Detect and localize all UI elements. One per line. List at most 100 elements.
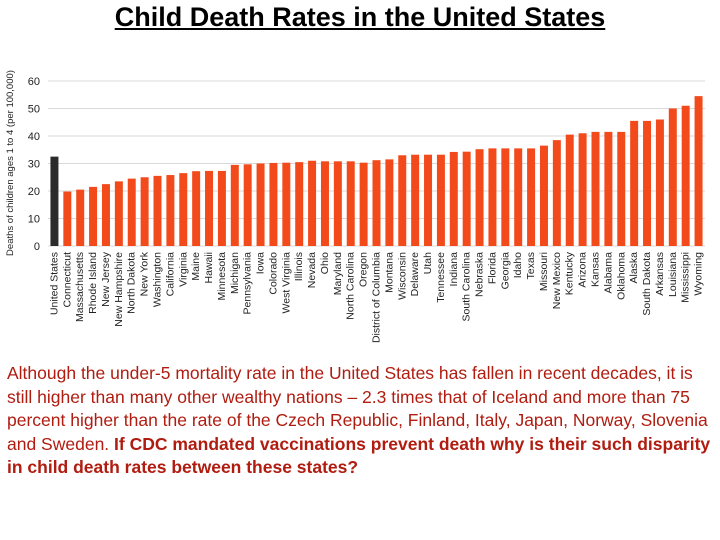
x-tick-label: South Dakota bbox=[641, 252, 653, 316]
bar bbox=[256, 163, 265, 246]
y-tick-label: 40 bbox=[28, 131, 40, 143]
y-tick-label: 10 bbox=[28, 214, 40, 226]
x-tick-label: Minnesota bbox=[216, 252, 228, 301]
x-tick-label: New York bbox=[139, 251, 151, 296]
bar bbox=[411, 154, 420, 246]
bar bbox=[604, 131, 613, 246]
bar bbox=[153, 175, 162, 246]
caption-text: Although the under-5 mortality rate in t… bbox=[7, 363, 708, 454]
x-tick-label: District of Columbia bbox=[371, 252, 383, 343]
bar bbox=[140, 177, 149, 246]
x-tick-label: Pennsylvania bbox=[242, 252, 254, 315]
bar bbox=[643, 120, 652, 246]
bar bbox=[617, 131, 626, 246]
x-tick-label: Maine bbox=[190, 252, 202, 281]
x-tick-label: Oklahoma bbox=[615, 252, 627, 300]
bar bbox=[398, 155, 407, 246]
bar bbox=[63, 191, 72, 246]
bar bbox=[295, 162, 304, 246]
y-tick-label: 50 bbox=[28, 104, 40, 116]
x-tick-label: Arkansas bbox=[654, 252, 666, 296]
x-tick-label: Indiana bbox=[448, 252, 460, 287]
bar bbox=[230, 164, 239, 246]
bar bbox=[655, 119, 664, 246]
x-tick-label: Idaho bbox=[512, 252, 524, 278]
bar bbox=[462, 151, 471, 246]
x-tick-label: Wyoming bbox=[693, 252, 705, 296]
bar bbox=[269, 162, 278, 246]
x-tick-label: Arizona bbox=[577, 252, 589, 288]
x-tick-label: Massachusetts bbox=[74, 252, 86, 322]
bars bbox=[50, 96, 703, 246]
bar bbox=[668, 108, 677, 246]
x-tick-label: Connecticut bbox=[61, 252, 73, 308]
bar bbox=[127, 178, 136, 246]
x-tick-label: Alaska bbox=[628, 252, 640, 284]
bar bbox=[166, 175, 175, 246]
x-tick-label: Hawaii bbox=[203, 252, 215, 284]
bar bbox=[385, 159, 394, 246]
bar bbox=[681, 105, 690, 246]
x-tick-label: South Carolina bbox=[461, 252, 473, 322]
bar bbox=[552, 140, 561, 246]
bar bbox=[424, 154, 433, 246]
y-tick-label: 0 bbox=[34, 241, 40, 253]
x-tick-label: Louisiana bbox=[667, 252, 679, 297]
bar bbox=[282, 162, 291, 246]
x-tick-label: Maryland bbox=[332, 252, 344, 295]
x-tick-label: Alabama bbox=[602, 252, 614, 294]
bar bbox=[527, 148, 536, 246]
y-tick-label: 20 bbox=[28, 186, 40, 198]
bar bbox=[514, 148, 523, 246]
bar bbox=[333, 161, 342, 246]
bar bbox=[630, 120, 639, 246]
x-tick-label: Oregon bbox=[358, 252, 370, 287]
bar bbox=[488, 148, 497, 246]
bar bbox=[320, 161, 329, 246]
x-tick-label: Texas bbox=[525, 252, 537, 279]
y-axis-label: Deaths of children ages 1 to 4 (per 100,… bbox=[5, 70, 16, 256]
caption-question: If CDC mandated vaccinations prevent dea… bbox=[7, 433, 711, 478]
bar bbox=[372, 160, 381, 246]
bar bbox=[359, 162, 368, 246]
bar bbox=[591, 131, 600, 246]
bar bbox=[217, 170, 226, 246]
bar bbox=[449, 151, 458, 246]
x-tick-label: Nebraska bbox=[474, 252, 486, 297]
x-tick-label: Colorado bbox=[267, 252, 279, 295]
bar bbox=[101, 184, 110, 246]
y-axis-ticks: 0 10 20 30 40 50 60 bbox=[28, 76, 40, 253]
x-tick-label: Kansas bbox=[590, 252, 602, 287]
bar bbox=[539, 145, 548, 246]
x-tick-label: West Virginia bbox=[280, 252, 292, 314]
x-tick-label: Missouri bbox=[538, 252, 550, 291]
x-tick-label: United States bbox=[48, 252, 60, 315]
x-tick-label: North Carolina bbox=[345, 252, 357, 320]
bar bbox=[114, 181, 123, 246]
x-tick-label: Michigan bbox=[229, 252, 241, 294]
bar bbox=[50, 156, 59, 246]
bar bbox=[565, 134, 574, 246]
bar bbox=[89, 186, 98, 246]
x-tick-label: Washington bbox=[152, 252, 164, 307]
x-tick-label: Utah bbox=[422, 252, 434, 274]
x-tick-label: Georgia bbox=[499, 252, 511, 290]
x-tick-label: New Jersey bbox=[100, 251, 112, 307]
bar bbox=[179, 173, 188, 246]
x-tick-label: Kentucky bbox=[564, 251, 576, 295]
x-tick-label: Ohio bbox=[319, 252, 331, 274]
bar bbox=[205, 170, 214, 246]
bar bbox=[243, 164, 252, 246]
slide-title: Child Death Rates in the United States bbox=[114, 2, 606, 32]
x-tick-label: Iowa bbox=[255, 252, 267, 274]
x-tick-label: Montana bbox=[383, 252, 395, 293]
caption: Although the under-5 mortality rate in t… bbox=[7, 362, 713, 480]
x-tick-label: Tennessee bbox=[435, 252, 447, 303]
bar bbox=[501, 148, 510, 246]
bar bbox=[308, 160, 317, 246]
x-tick-label: Rhode Island bbox=[87, 252, 99, 314]
x-tick-label: New Mexico bbox=[551, 252, 563, 309]
x-tick-label: Delaware bbox=[409, 252, 421, 297]
bar bbox=[192, 171, 201, 246]
x-tick-label: Mississippi bbox=[680, 252, 692, 303]
